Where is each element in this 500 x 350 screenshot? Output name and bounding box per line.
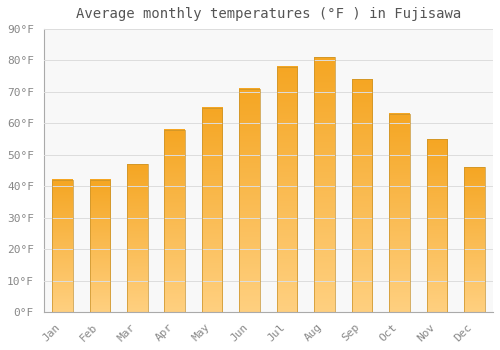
Bar — [464, 167, 484, 312]
Bar — [240, 89, 260, 312]
Bar — [164, 130, 185, 312]
Title: Average monthly temperatures (°F ) in Fujisawa: Average monthly temperatures (°F ) in Fu… — [76, 7, 461, 21]
Bar — [389, 114, 409, 312]
Bar — [127, 164, 148, 312]
Bar — [314, 57, 335, 312]
Bar — [352, 79, 372, 312]
Bar — [277, 67, 297, 312]
Bar — [90, 180, 110, 312]
Bar — [202, 108, 222, 312]
Bar — [52, 180, 72, 312]
Bar — [426, 139, 447, 312]
